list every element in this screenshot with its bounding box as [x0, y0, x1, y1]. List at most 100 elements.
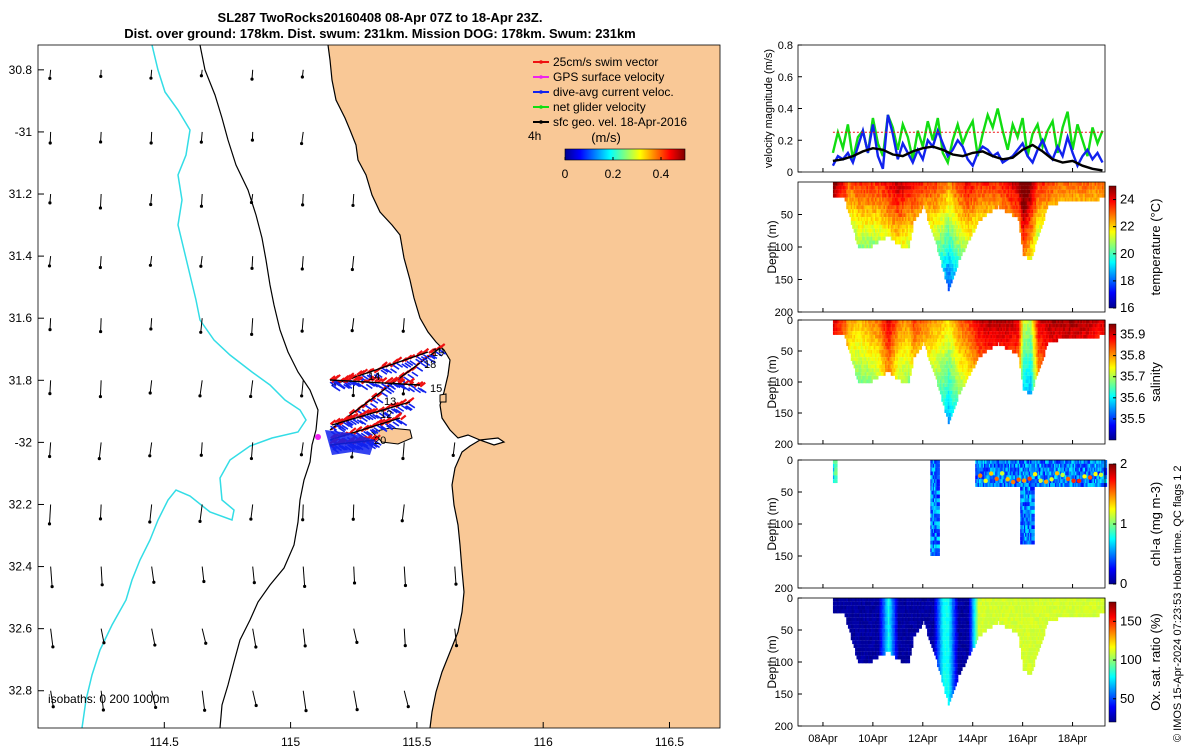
heatmap-cell [914, 320, 917, 324]
heatmap-cell [863, 201, 866, 206]
heatmap-cell [993, 193, 996, 198]
heatmap-cell [949, 271, 952, 276]
heatmap-cell [885, 182, 888, 186]
heatmap-cell [904, 240, 907, 245]
heatmap-cell [942, 232, 946, 237]
heatmap-cell [909, 205, 912, 210]
heatmap-cell [935, 338, 938, 343]
heatmap-cell [942, 379, 946, 384]
heatmap-cell [860, 217, 863, 221]
heatmap-cell [893, 232, 896, 237]
heatmap-cell [870, 364, 873, 369]
heatmap-cell [946, 228, 949, 233]
heatmap-cell [919, 342, 922, 347]
heatmap-cell [882, 193, 885, 198]
heatmap-cell [862, 224, 865, 229]
heatmap-cell [993, 320, 996, 324]
heatmap-cell [876, 346, 879, 350]
heatmap-cell [887, 217, 890, 221]
heatmap-cell [1084, 189, 1087, 194]
heatmap-cell [890, 201, 893, 206]
heatmap-cell [1096, 193, 1099, 198]
heatmap-cell [856, 364, 859, 369]
heatmap-cell [912, 346, 915, 350]
heatmap-cell [870, 193, 873, 198]
heatmap-cell [865, 372, 868, 376]
heatmap-cell [886, 327, 889, 332]
heatmap-cell [832, 327, 835, 332]
heatmap-cell [1017, 342, 1020, 347]
heatmap-cell [960, 185, 963, 190]
heatmap-cell [974, 221, 977, 225]
heatmap-cell [1053, 193, 1056, 198]
heatmap-cell [1011, 342, 1014, 347]
heatmap-cell [904, 232, 907, 237]
heatmap-cell [857, 368, 860, 373]
heatmap-cell [1034, 357, 1037, 361]
heatmap-cell [946, 236, 949, 241]
heatmap-cell [939, 386, 942, 391]
heatmap-cell [1030, 232, 1033, 237]
heatmap-cell [882, 228, 885, 233]
heatmap-cell [876, 364, 879, 369]
heatmap-cell [1053, 189, 1056, 194]
swim-vector [376, 418, 383, 425]
heatmap-cell [972, 360, 975, 365]
heatmap-cell [1031, 383, 1034, 387]
heatmap-cell [1054, 193, 1057, 198]
heatmap-cell [1030, 379, 1033, 384]
heatmap-cell [879, 323, 882, 328]
dive-avg-vector [390, 408, 398, 414]
heatmap-cell [866, 342, 869, 347]
heatmap-cell [1019, 346, 1022, 350]
heatmap-cell [928, 185, 931, 190]
heatmap-cell [883, 197, 886, 202]
heatmap-cell [1033, 189, 1036, 194]
heatmap-cell [869, 189, 872, 194]
heatmap-cell [1027, 346, 1030, 350]
heatmap-cell [859, 236, 862, 241]
heatmap-cell [1027, 209, 1030, 214]
heatmap-cell [886, 201, 889, 206]
heatmap-cell [896, 360, 899, 365]
heatmap-cell [877, 213, 880, 218]
heatmap-cell [893, 205, 896, 210]
heatmap-cell [1014, 349, 1017, 354]
heatmap-cell [1011, 338, 1014, 343]
heatmap-cell [869, 331, 872, 335]
heatmap-cell [990, 182, 993, 186]
heatmap-cell [860, 357, 863, 361]
heatmap-cell [911, 360, 914, 365]
heatmap-cell [904, 236, 907, 241]
heatmap-cell [919, 346, 922, 350]
heatmap-cell [867, 224, 870, 229]
heatmap-cell [1047, 193, 1050, 198]
heatmap-cell [969, 189, 972, 194]
heatmap-cell [1043, 213, 1046, 218]
heatmap-cell [1093, 323, 1096, 328]
heatmap-cell [1006, 346, 1009, 350]
current-arrow [150, 193, 153, 205]
heatmap-cell [1063, 331, 1066, 335]
heatmap-cell [877, 338, 880, 343]
heatmap-cell [941, 383, 944, 387]
heatmap-cell [1033, 375, 1036, 380]
heatmap-cell [882, 209, 885, 214]
heatmap-cell [1030, 364, 1033, 369]
heatmap-cell [946, 334, 949, 339]
heatmap-cell [927, 346, 930, 350]
current-arrow [300, 442, 304, 455]
heatmap-cell [991, 197, 994, 202]
heatmap-cell [849, 189, 852, 194]
current-arrow [250, 504, 254, 520]
heatmap-cell [853, 197, 856, 202]
heatmap-cell [1034, 217, 1037, 221]
heatmap-cell [870, 327, 873, 332]
heatmap-cell [1039, 364, 1042, 369]
heatmap-cell [950, 205, 953, 210]
heatmap-cell [1019, 209, 1022, 214]
heatmap-cell [840, 189, 843, 194]
heatmap-cell [1031, 252, 1034, 257]
heatmap-cell [942, 375, 946, 380]
heatmap-cell [1028, 375, 1031, 380]
